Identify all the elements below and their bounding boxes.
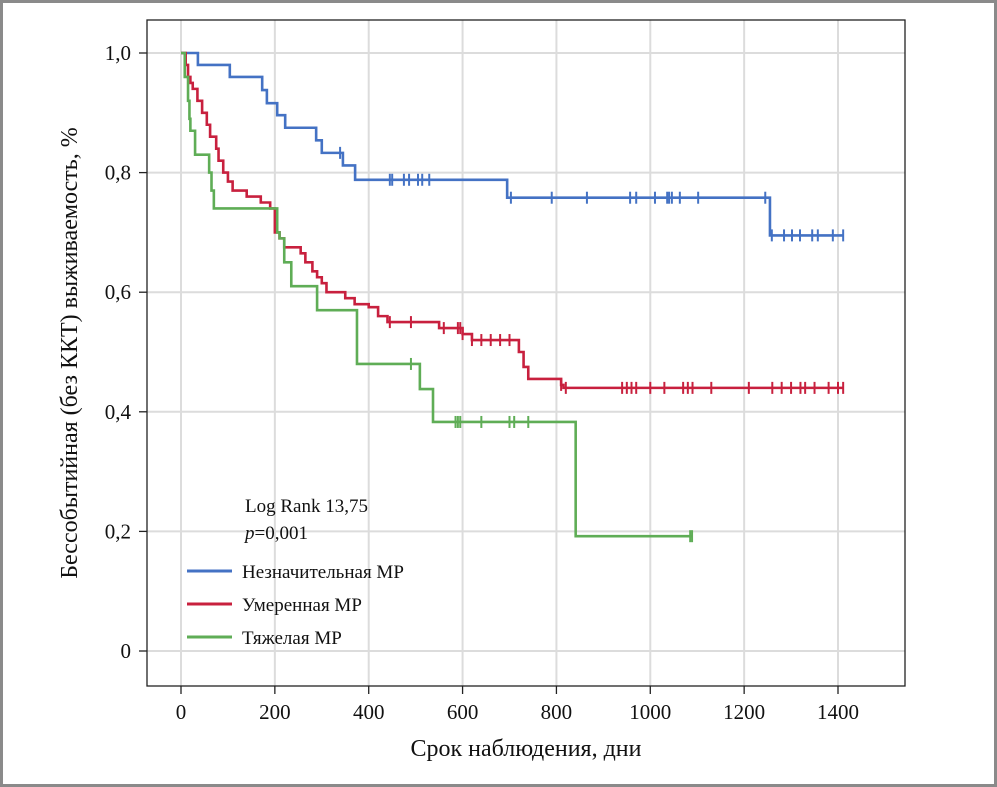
x-tick-label: 800 (541, 700, 573, 724)
survival-curve-0 (181, 51, 844, 237)
legend: Незначительная МР Умеренная МР Тяжелая МР (187, 562, 404, 649)
y-tick-label: 0,6 (105, 280, 131, 304)
y-tick-label: 0,2 (105, 519, 131, 543)
grid (147, 20, 905, 686)
p-value-annotation: p=0,001 (243, 523, 308, 544)
x-tick-label: 1200 (723, 700, 765, 724)
x-tick-label: 0 (176, 700, 187, 724)
x-tick-label: 200 (259, 700, 291, 724)
survival-curve-2 (181, 51, 693, 538)
legend-label: Тяжелая МР (242, 628, 342, 649)
x-tick-label: 400 (353, 700, 385, 724)
x-tick-label: 600 (447, 700, 479, 724)
y-tick-label: 0,8 (105, 161, 131, 185)
ticks: 0 200 400 600 800 1000 1200 1400 0 0,2 0,4 0,6 0,8 1,… (105, 41, 859, 724)
log-rank-annotation: Log Rank 13,75 (245, 496, 368, 517)
y-tick-label: 1,0 (105, 41, 131, 65)
p-value: =0,001 (255, 523, 308, 544)
y-axis-label: Бессобытийная (без ККТ) выживаемость, % (57, 127, 83, 578)
plot-area-border (146, 19, 906, 687)
curves (181, 51, 845, 543)
x-tick-label: 1000 (629, 700, 671, 724)
x-axis-label: Срок наблюдения, дни (411, 736, 642, 762)
p-label: p (243, 523, 255, 544)
legend-label: Умеренная МР (242, 595, 362, 616)
x-tick-label: 1400 (817, 700, 859, 724)
y-tick-label: 0,4 (105, 400, 132, 424)
survival-curve-1 (181, 51, 844, 390)
legend-label: Незначительная МР (242, 562, 404, 583)
y-tick-label: 0 (121, 639, 132, 663)
